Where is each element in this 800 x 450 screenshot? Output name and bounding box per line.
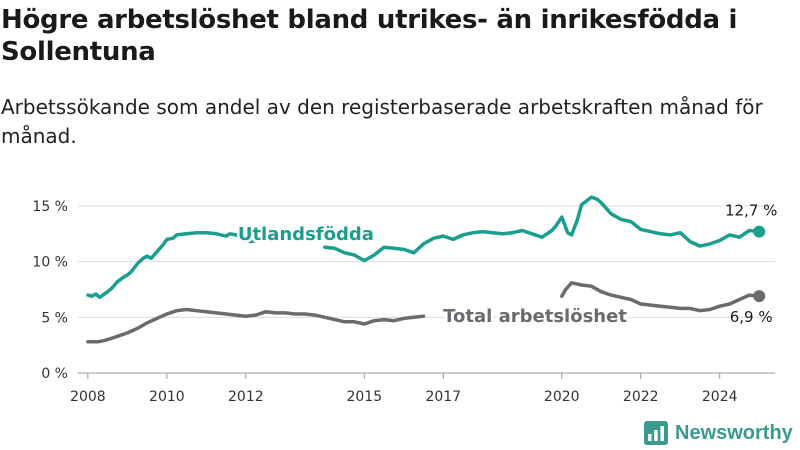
series-end-label: 12,7 % (725, 202, 777, 220)
y-tick-label: 0 % (41, 366, 68, 382)
y-tick-label: 5 % (41, 310, 68, 326)
x-tick-label: 2017 (425, 389, 461, 405)
series-labels: 12,7 % Utlandsfödda 6,9 % Total arbetslöshe… (235, 202, 777, 330)
series-end-label: 6,9 % (730, 308, 773, 326)
series-end-point (753, 290, 766, 303)
x-tick-label: 2020 (544, 389, 580, 405)
brand-logo: Newsworthy (644, 419, 793, 447)
series-line (86, 195, 761, 300)
series-lines (86, 195, 766, 344)
x-tick-label: 2008 (70, 389, 106, 405)
brand-name: Newsworthy (675, 421, 793, 444)
grid-lines (78, 205, 775, 374)
x-tick-label: 2012 (228, 389, 264, 405)
series-end-point (753, 225, 766, 238)
y-tick-label: 15 % (32, 199, 68, 215)
series-name-label: Utlandsfödda (238, 224, 374, 245)
x-tick-label: 2010 (149, 389, 185, 405)
bar-chart-logo-icon (644, 421, 668, 445)
x-tick-label: 2022 (623, 389, 659, 405)
series-line (86, 281, 761, 344)
y-tick-label: 10 % (32, 255, 68, 271)
chart-subtitle: Arbetssökande som andel av den registerb… (1, 95, 763, 148)
series-name-label: Total arbetslöshet (443, 306, 627, 327)
x-tick-label: 2024 (702, 389, 738, 405)
y-axis-ticks: 0 % 5 % 10 % 15 % (32, 199, 68, 382)
x-tick-label: 2015 (346, 389, 382, 405)
x-axis-ticks: 2008 2010 2012 2015 2017 2020 2022 2024 (70, 373, 738, 405)
chart-title: Högre arbetslöshet bland utrikes- än inr… (1, 5, 738, 67)
